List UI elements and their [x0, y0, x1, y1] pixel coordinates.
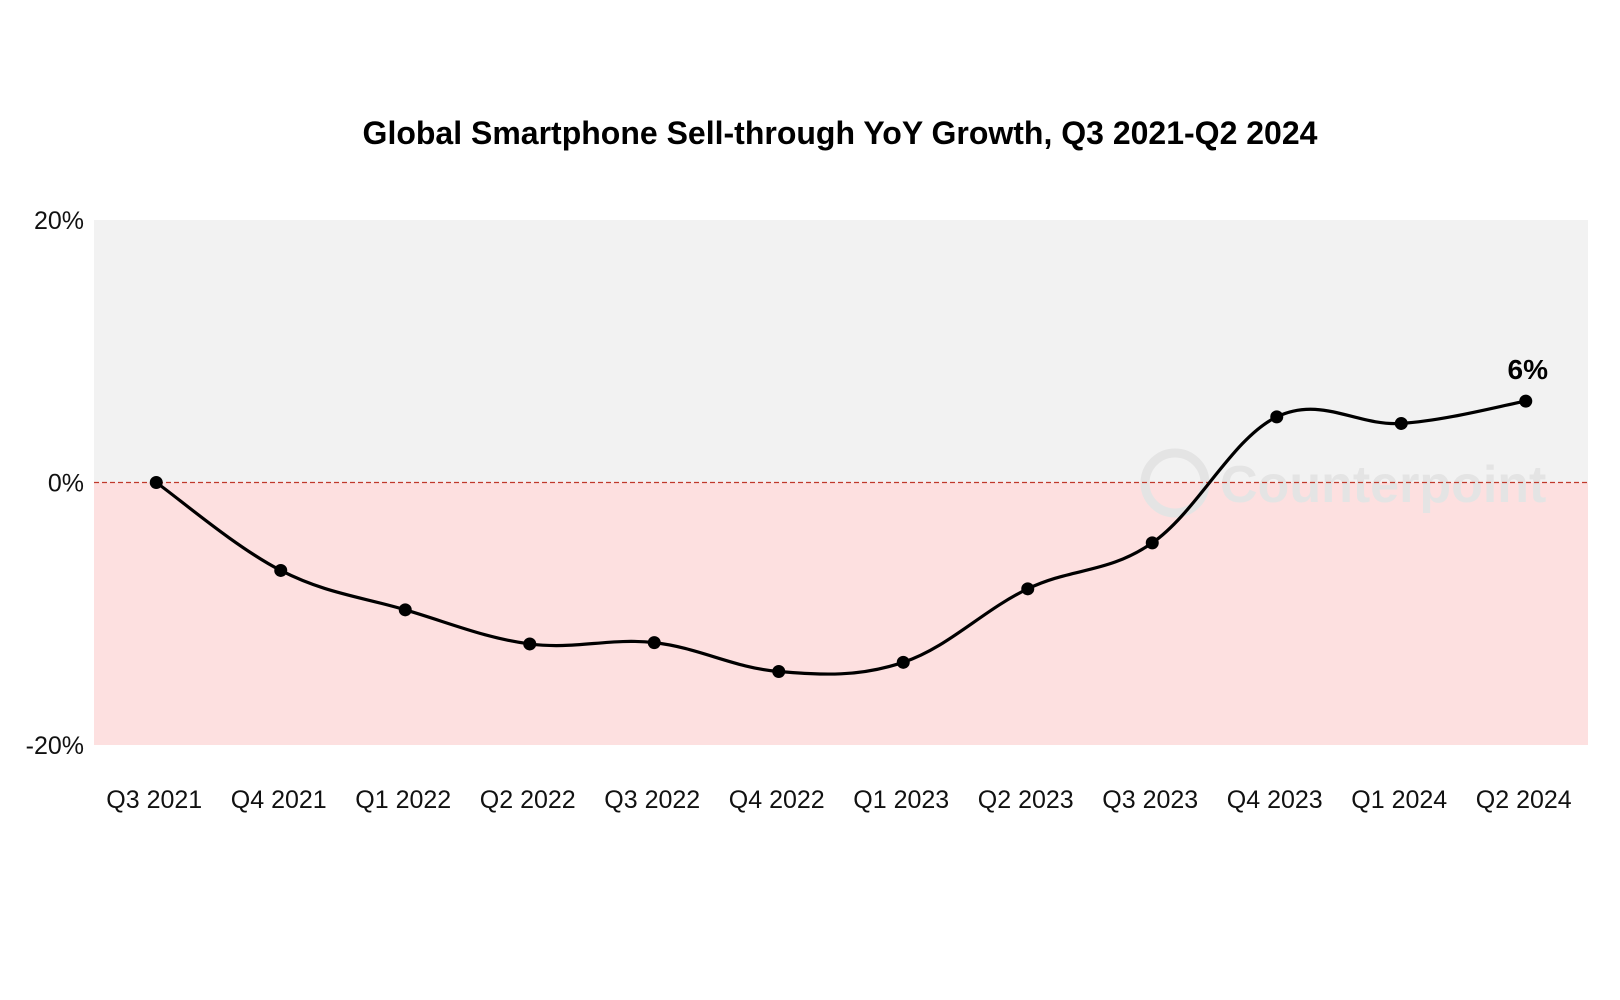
data-point [896, 655, 910, 669]
positive-band [94, 220, 1588, 483]
data-point [149, 476, 163, 489]
x-tick-label: Q2 2022 [480, 786, 576, 814]
series-line [155, 399, 1527, 676]
x-tick-label: Q3 2021 [106, 786, 202, 814]
data-point [1270, 410, 1284, 424]
x-tick-label: Q2 2023 [978, 786, 1074, 814]
data-point [647, 636, 661, 650]
x-tick-label: Q1 2023 [853, 786, 949, 814]
x-tick-label: Q4 2022 [729, 786, 825, 814]
x-tick-label: Q3 2022 [604, 786, 700, 814]
x-tick-label: Q1 2024 [1351, 786, 1447, 814]
x-tick-label: Q3 2023 [1102, 786, 1198, 814]
data-label: 6% [1508, 354, 1549, 385]
chart-title: Global Smartphone Sell-through YoY Growt… [363, 115, 1318, 151]
data-points [149, 394, 1533, 678]
data-point [523, 637, 537, 651]
background-bands [94, 220, 1588, 745]
data-point [1145, 536, 1159, 550]
y-tick-label: 0% [48, 470, 84, 498]
data-point [274, 563, 288, 577]
y-tick-label: 20% [34, 207, 84, 235]
data-point [772, 665, 786, 678]
data-point [1519, 394, 1533, 408]
x-axis: Q3 2021 Q4 2021 Q1 2022 Q2 2022 Q3 2022 Q4 20… [106, 786, 1572, 814]
x-tick-label: Q4 2023 [1227, 786, 1323, 814]
x-tick-label: Q1 2022 [355, 786, 451, 814]
y-axis: 20% 0% -20% [26, 207, 84, 760]
y-tick-label: -20% [26, 732, 84, 760]
negative-band [94, 482, 1588, 745]
watermark-text: Counterpoint [1220, 456, 1546, 514]
data-point [1021, 582, 1035, 596]
data-point [398, 603, 412, 617]
data-labels: 6% [1508, 354, 1549, 385]
data-point [1394, 416, 1408, 430]
x-tick-label: Q2 2024 [1476, 786, 1572, 814]
x-tick-label: Q4 2021 [231, 786, 327, 814]
